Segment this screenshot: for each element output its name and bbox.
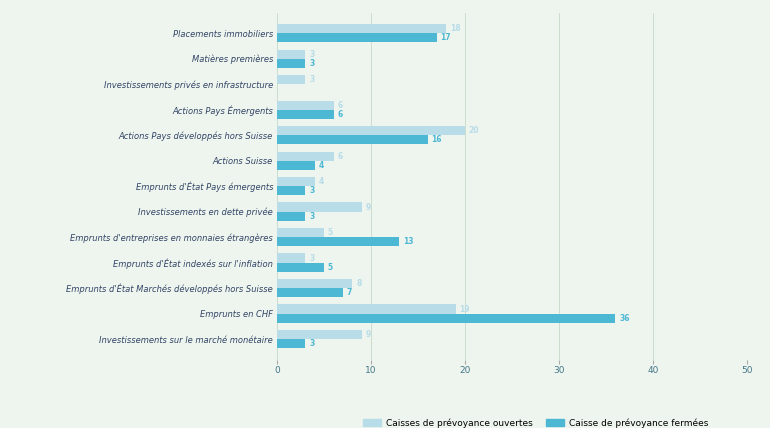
Text: 13: 13 (403, 237, 413, 246)
Text: 17: 17 (440, 33, 451, 42)
Text: 9: 9 (366, 202, 370, 211)
Bar (277, 160, 315, 170)
Bar (277, 110, 333, 119)
Text: 3: 3 (309, 253, 314, 262)
Text: 4: 4 (319, 161, 323, 170)
Text: 4: 4 (319, 177, 323, 186)
Text: 18: 18 (450, 24, 460, 33)
Text: 3: 3 (309, 339, 314, 348)
Bar (277, 330, 362, 339)
Bar (277, 177, 315, 186)
Text: 8: 8 (356, 279, 361, 288)
Bar (277, 101, 333, 110)
Legend: Caisses de prévoyance ouvertes, Caisse de prévoyance fermées: Caisses de prévoyance ouvertes, Caisse d… (360, 415, 711, 428)
Text: 3: 3 (309, 59, 314, 68)
Bar (277, 314, 615, 323)
Bar (277, 126, 465, 135)
Text: 6: 6 (337, 101, 343, 110)
Bar (277, 152, 333, 160)
Text: 3: 3 (309, 50, 314, 59)
Text: 16: 16 (431, 135, 442, 144)
Text: 9: 9 (366, 330, 370, 339)
Text: 6: 6 (337, 152, 343, 160)
Bar (277, 59, 306, 68)
Text: 6: 6 (337, 110, 343, 119)
Bar (277, 253, 306, 263)
Bar (277, 279, 353, 288)
Bar (277, 304, 456, 314)
Bar (277, 75, 306, 84)
Bar (277, 263, 324, 272)
Text: 3: 3 (309, 212, 314, 221)
Text: 7: 7 (346, 288, 352, 297)
Text: 20: 20 (469, 126, 480, 135)
Bar (277, 212, 306, 221)
Text: 19: 19 (460, 305, 470, 314)
Bar (277, 50, 306, 59)
Bar (277, 135, 427, 144)
Text: 3: 3 (309, 75, 314, 84)
Text: 3: 3 (309, 186, 314, 195)
Bar (277, 33, 437, 42)
Bar (277, 237, 400, 247)
Text: 5: 5 (328, 228, 333, 237)
Bar (277, 228, 324, 237)
Text: 36: 36 (619, 314, 630, 323)
Bar (277, 186, 306, 195)
Bar (277, 202, 362, 212)
Bar (277, 24, 447, 33)
Text: 5: 5 (328, 263, 333, 272)
Bar (277, 339, 306, 348)
Bar (277, 288, 343, 297)
